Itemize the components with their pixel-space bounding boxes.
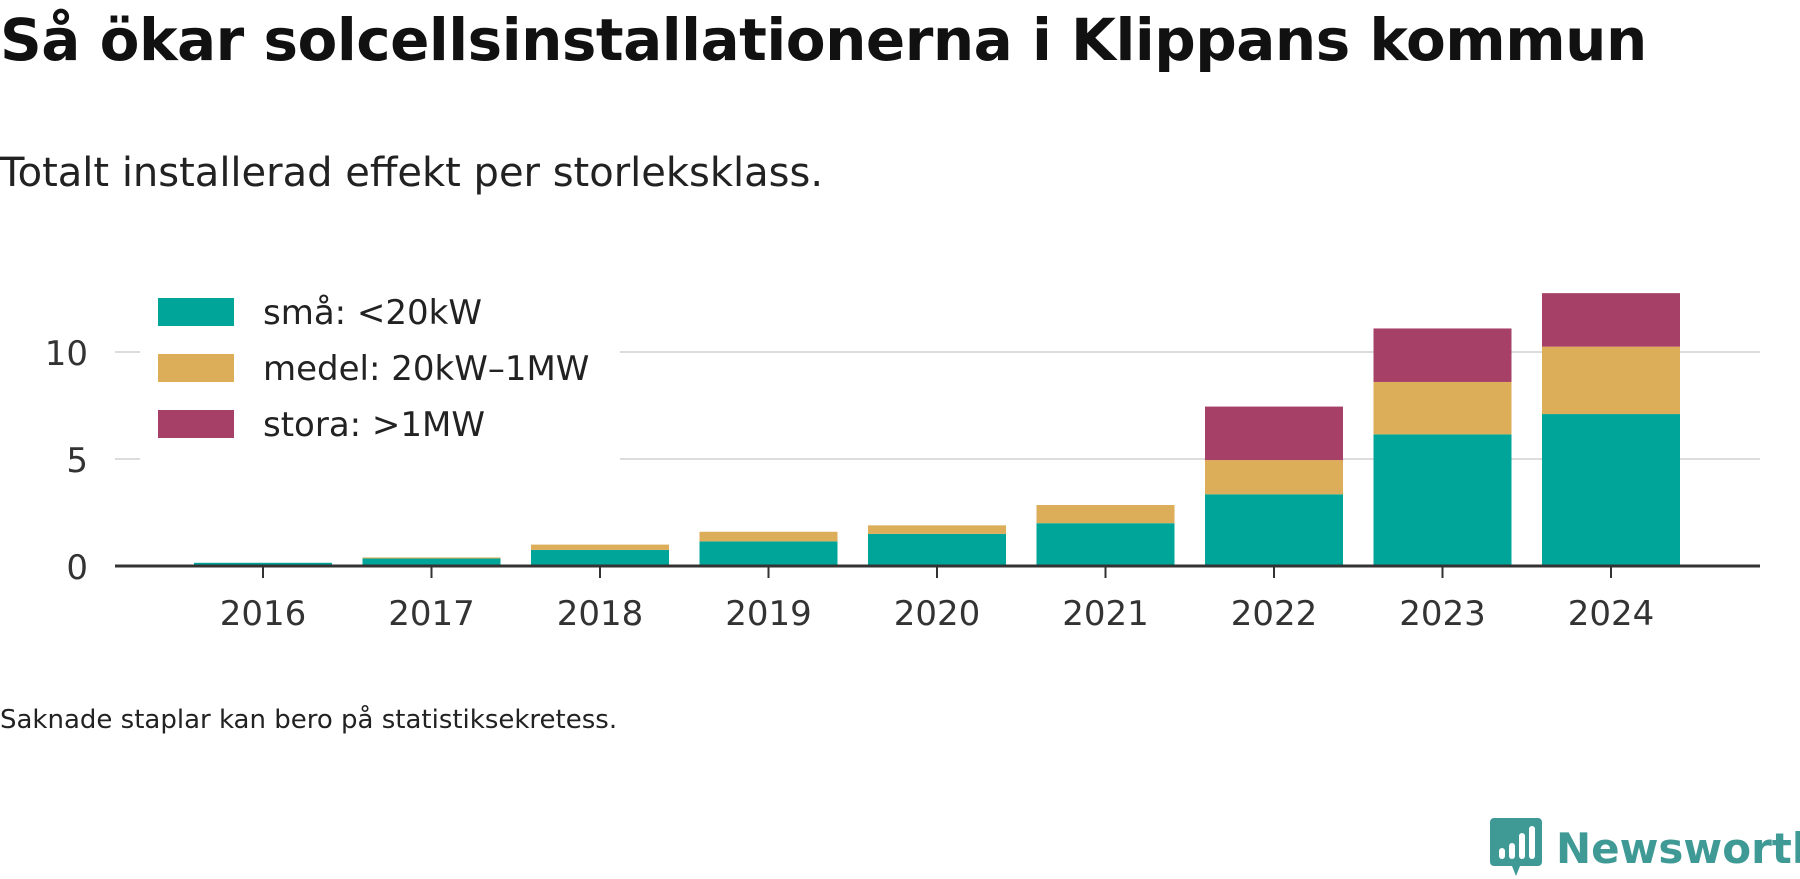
bar-2020-series-1 (868, 525, 1006, 534)
bar-2022-series-0 (1205, 494, 1343, 566)
y-tick-label-0: 0 (66, 548, 88, 588)
x-tick-label-2024: 2024 (1568, 594, 1655, 634)
bar-2021-series-0 (1036, 523, 1175, 566)
x-tick-label-2018: 2018 (557, 594, 644, 634)
legend-swatch-0 (158, 298, 234, 326)
bar-2022-series-1 (1205, 460, 1343, 495)
axes: 0 5 10 2016 2017 2018 2019 2020 2021 2022 2023 2024 (45, 334, 1760, 634)
bar-2019-series-0 (699, 541, 838, 566)
bar-2024-series-2 (1542, 293, 1680, 347)
bar-2020-series-0 (868, 533, 1006, 566)
y-tick-label-5: 5 (66, 441, 88, 481)
bar-2024-series-1 (1542, 346, 1680, 415)
brand-name: Newsworthy (1556, 823, 1800, 873)
x-tick-label-2021: 2021 (1062, 594, 1149, 634)
x-tick-label-2019: 2019 (725, 594, 812, 634)
x-tick-label-2023: 2023 (1399, 594, 1486, 634)
bar-2023-series-1 (1373, 381, 1512, 435)
bar-2021-series-1 (1036, 505, 1175, 524)
chart-subtitle: Totalt installerad effekt per storlekskl… (0, 150, 824, 196)
y-tick-label-10: 10 (45, 334, 88, 374)
stacked-bar-chart: 0 5 10 2016 2017 2018 2019 2020 2021 2022 2023 2024… (44, 285, 1760, 634)
bar-2019-series-1 (699, 531, 838, 542)
bar-2022-series-2 (1205, 406, 1343, 461)
brand-logo: Newsworthy (1490, 818, 1800, 878)
x-tick-label-2020: 2020 (894, 594, 981, 634)
footnote: Saknade staplar kan bero på statistiksek… (0, 705, 618, 735)
bar-2023-series-2 (1373, 328, 1512, 382)
bar-2017-series-0 (362, 558, 501, 566)
bar-2016-series-0 (194, 562, 332, 566)
bar-2018-series-0 (531, 549, 669, 566)
legend-swatch-2 (158, 410, 234, 438)
x-tick-label-2017: 2017 (388, 594, 475, 634)
x-tick-label-2016: 2016 (220, 594, 307, 634)
legend: små: <20kW medel: 20kW–1MW stora: >1MW (140, 285, 620, 460)
chart-title: Så ökar solcellsinstallationerna i Klipp… (0, 6, 1647, 74)
bar-2024-series-0 (1542, 414, 1680, 566)
legend-label-0: små: <20kW (263, 293, 482, 333)
legend-label-2: stora: >1MW (263, 405, 485, 445)
x-tick-label-2022: 2022 (1231, 594, 1318, 634)
newsworthy-logo-icon (1490, 818, 1542, 876)
legend-swatch-1 (158, 354, 234, 382)
bars (194, 293, 1680, 566)
bar-2018-series-1 (531, 544, 669, 550)
bar-2017-series-1 (362, 557, 501, 559)
bar-2023-series-0 (1373, 434, 1512, 566)
legend-label-1: medel: 20kW–1MW (263, 349, 589, 389)
